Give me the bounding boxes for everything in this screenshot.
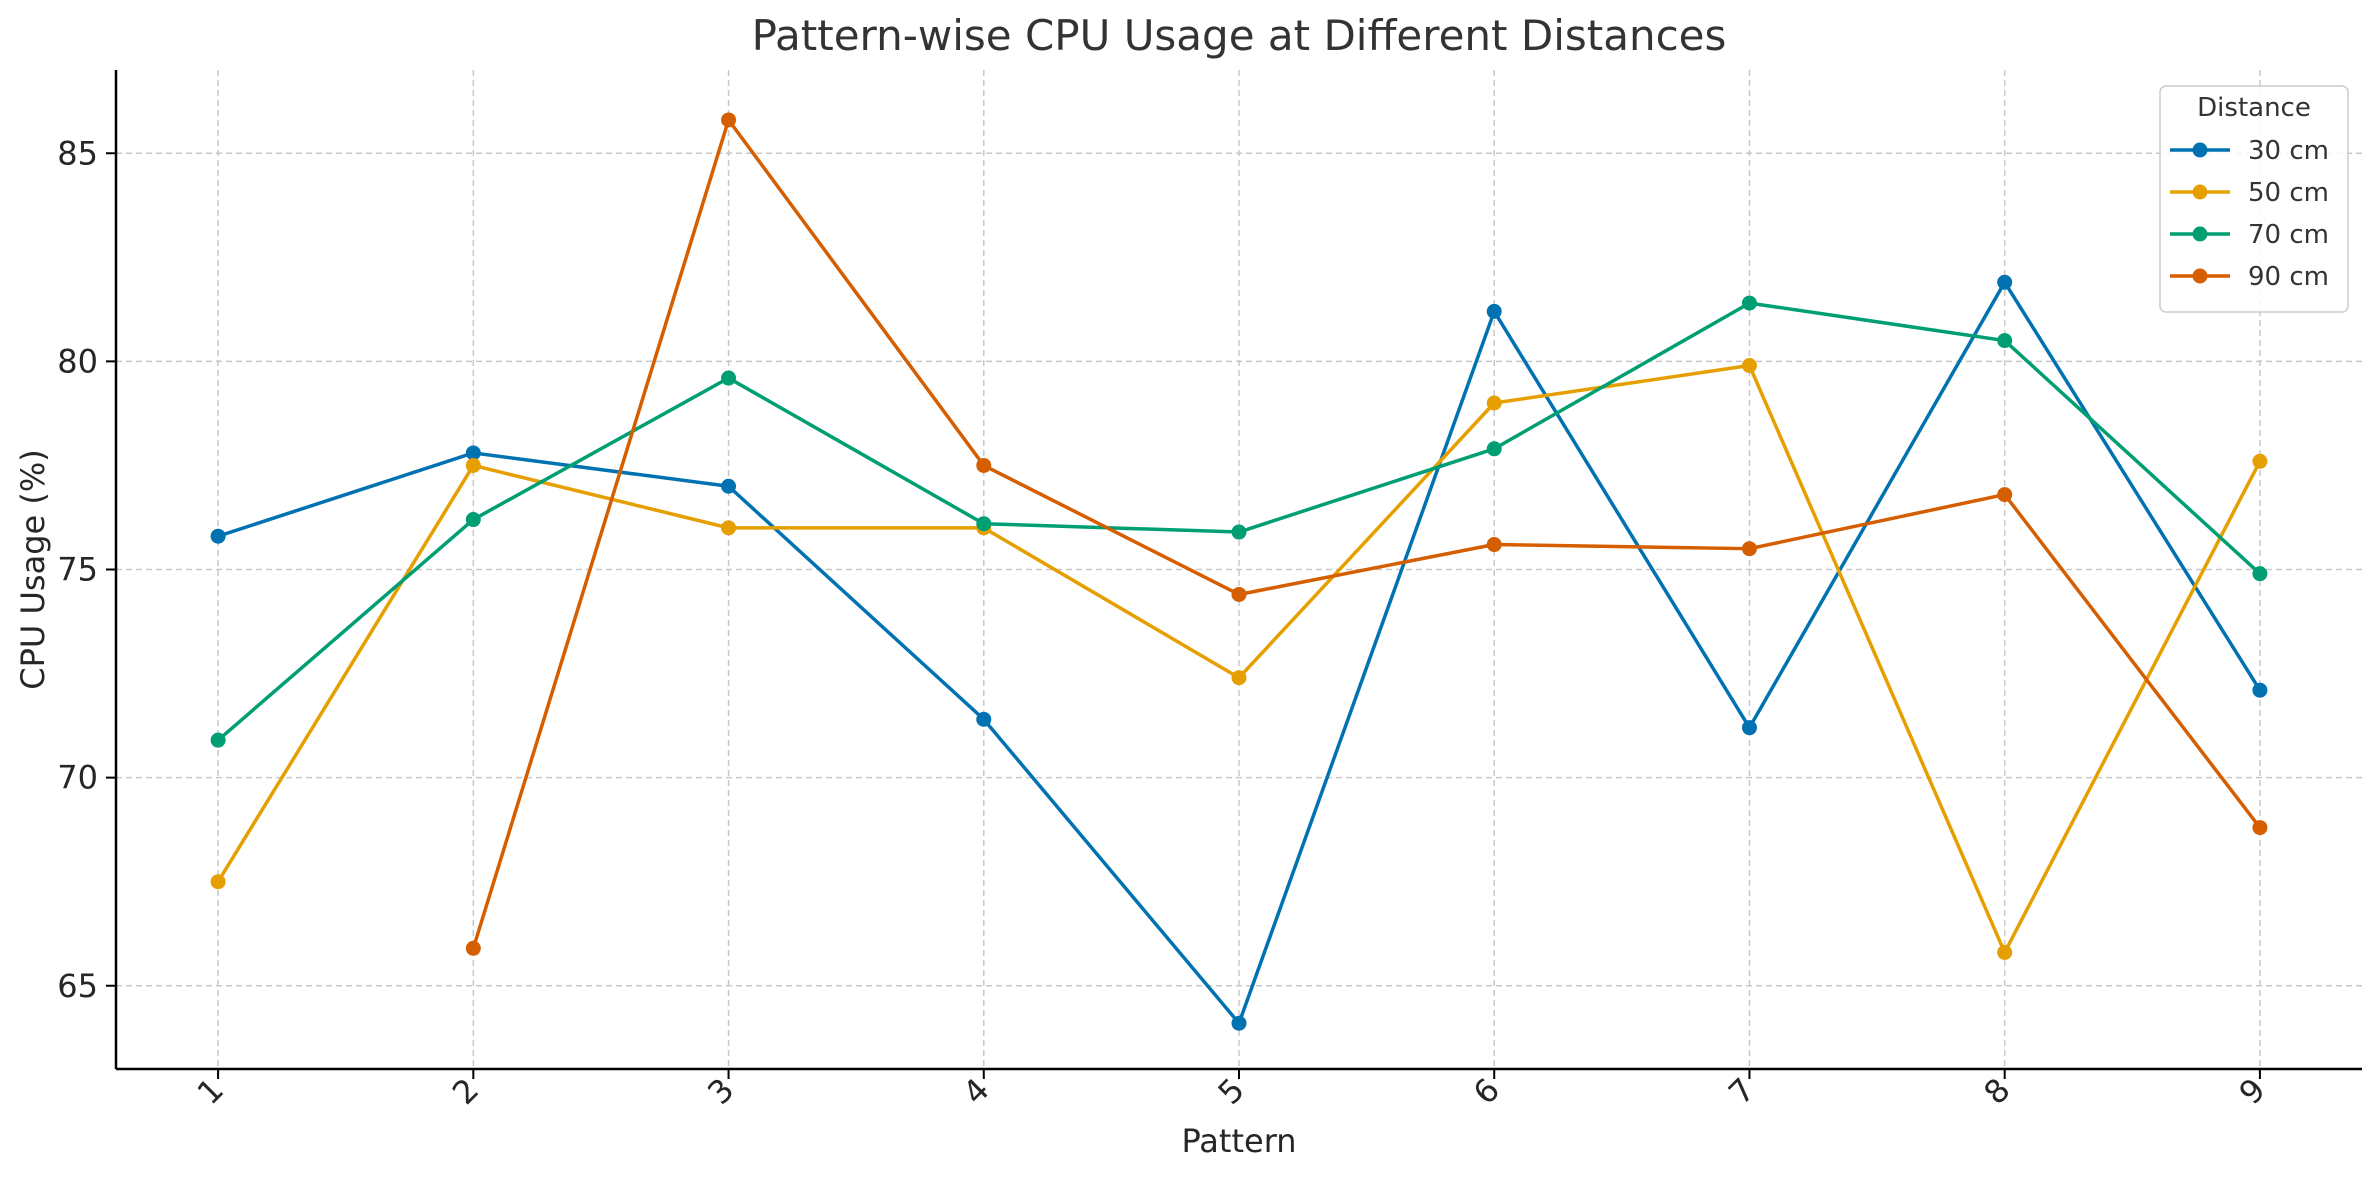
data-point-30-cm <box>2252 682 2268 698</box>
data-point-70-cm <box>1231 524 1247 540</box>
x-tick-label: 3 <box>700 1071 741 1112</box>
axis-ticks: 1 2 3 4 5 6 7 8 9 65 70 75 80 85 <box>57 134 2272 1112</box>
x-tick-label: 1 <box>190 1071 231 1112</box>
data-point-30-cm <box>976 711 992 727</box>
x-tick-label: 6 <box>1466 1071 1507 1112</box>
legend-label: 90 cm <box>2248 262 2329 292</box>
y-tick-label: 85 <box>57 134 98 172</box>
data-point-50-cm <box>210 874 226 890</box>
data-point-90-cm <box>2252 820 2268 836</box>
x-tick-label: 7 <box>1721 1071 1762 1112</box>
data-point-70-cm <box>721 370 737 386</box>
legend-label: 70 cm <box>2248 220 2329 250</box>
legend-swatch-marker <box>2192 184 2208 200</box>
data-point-30-cm <box>721 478 737 494</box>
x-axis-label: Pattern <box>1181 1122 1296 1160</box>
data-point-50-cm <box>1997 944 2013 960</box>
legend-swatch-marker <box>2192 268 2208 284</box>
data-point-90-cm <box>1741 541 1757 557</box>
series-70-cm <box>210 295 2268 748</box>
grid-lines <box>116 70 2362 1069</box>
y-tick-label: 75 <box>57 551 98 589</box>
x-tick-label: 8 <box>1976 1071 2017 1112</box>
legend-box <box>2159 85 2349 313</box>
data-point-30-cm <box>210 528 226 544</box>
data-point-30-cm <box>1231 1015 1247 1031</box>
data-point-90-cm <box>1486 537 1502 553</box>
data-point-50-cm <box>1486 395 1502 411</box>
series-line-90-cm <box>471 118 2262 951</box>
legend-label: 30 cm <box>2248 136 2329 166</box>
data-point-90-cm <box>976 457 992 473</box>
legend-swatch-marker <box>2192 142 2208 158</box>
x-tick-label: 5 <box>1211 1071 1252 1112</box>
data-point-90-cm <box>721 112 737 128</box>
data-point-70-cm <box>1997 333 2013 349</box>
chart-title: Pattern-wise CPU Usage at Different Dist… <box>752 11 1727 60</box>
legend-label: 50 cm <box>2248 178 2329 208</box>
x-tick-label: 2 <box>445 1071 486 1112</box>
series-50-cm <box>210 358 2268 960</box>
data-point-70-cm <box>465 512 481 528</box>
data-point-30-cm <box>1997 274 2013 290</box>
data-point-50-cm <box>1231 670 1247 686</box>
legend-entry-30-cm[interactable]: 30 cm <box>2170 136 2329 166</box>
y-tick-label: 80 <box>57 342 98 380</box>
legend[interactable]: Distance 30 cm 50 cm 70 cm 90 cm <box>2159 85 2349 313</box>
data-point-70-cm <box>210 732 226 748</box>
data-point-90-cm <box>465 940 481 956</box>
data-point-90-cm <box>1997 487 2013 503</box>
data-point-50-cm <box>721 520 737 536</box>
series-30-cm <box>210 274 2268 1031</box>
legend-entry-70-cm[interactable]: 70 cm <box>2170 220 2329 250</box>
data-point-30-cm <box>1741 720 1757 736</box>
x-tick-label: 4 <box>955 1071 996 1112</box>
data-point-50-cm <box>465 457 481 473</box>
data-point-70-cm <box>1486 441 1502 457</box>
data-point-70-cm <box>1741 295 1757 311</box>
series-90-cm <box>465 112 2268 956</box>
data-point-30-cm <box>1486 303 1502 319</box>
data-point-50-cm <box>1741 358 1757 374</box>
y-tick-label: 70 <box>57 759 98 797</box>
legend-entry-50-cm[interactable]: 50 cm <box>2170 178 2329 208</box>
data-point-70-cm <box>2252 566 2268 582</box>
y-axis-label: CPU Usage (%) <box>14 449 52 689</box>
data-point-90-cm <box>1231 586 1247 602</box>
series-group <box>210 112 2268 1031</box>
data-point-30-cm <box>465 445 481 461</box>
legend-title: Distance <box>2197 93 2311 123</box>
legend-swatch-marker <box>2192 226 2208 242</box>
legend-entry-90-cm[interactable]: 90 cm <box>2170 262 2329 292</box>
data-point-50-cm <box>2252 453 2268 469</box>
data-point-70-cm <box>976 516 992 532</box>
x-tick-label: 9 <box>2231 1071 2272 1112</box>
y-tick-label: 65 <box>57 967 98 1005</box>
